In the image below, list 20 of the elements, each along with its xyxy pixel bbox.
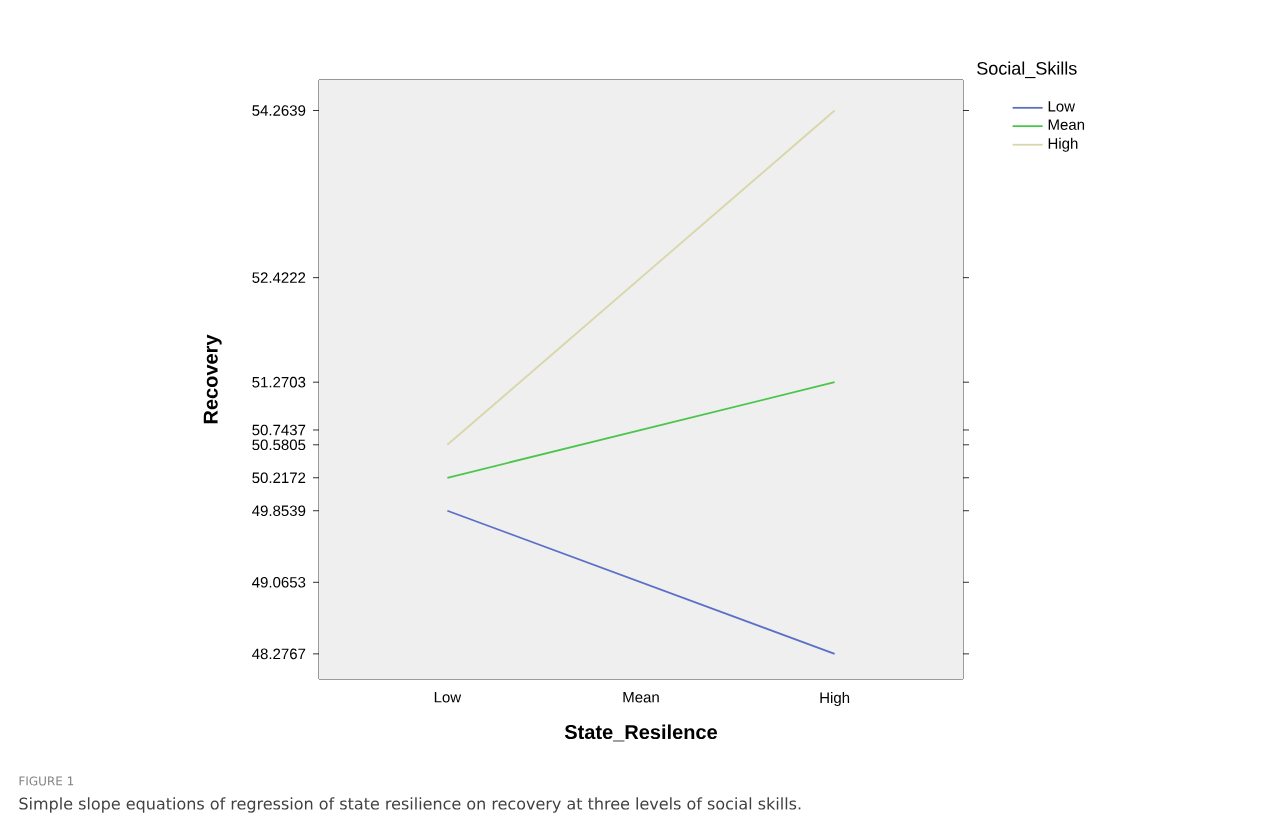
y-tick-label: 54.2639 (252, 105, 306, 116)
y-tick-label: 48.2767 (252, 648, 306, 660)
y-tick-label: 50.7437 (252, 424, 306, 436)
legend-title: Social_Skills (977, 61, 1077, 79)
x-tick-label: Mean (623, 692, 659, 703)
legend-label: Low (1048, 101, 1076, 112)
legend-label: High (1048, 137, 1078, 152)
y-axis-title: Recovery (203, 334, 222, 424)
x-tick-label: High (820, 692, 850, 707)
y-tick-label: 50.5805 (252, 439, 306, 451)
y-tick-label: 49.0653 (252, 576, 306, 588)
x-tick-label: Low (434, 692, 462, 703)
x-axis-title: State_Resilence (564, 724, 718, 742)
text: Simple slope equations of regression of state resilience on recovery at three levels of social skills. (19, 797, 801, 813)
caption: FIGURE 1 (19, 776, 74, 786)
y-tick-label: 52.4222 (252, 272, 306, 283)
legend-label: Mean (1048, 119, 1085, 130)
y-tick-label: 49.8539 (252, 505, 306, 517)
y-tick-label: 51.2703 (252, 376, 306, 388)
y-tick-label: 50.2172 (252, 472, 306, 484)
